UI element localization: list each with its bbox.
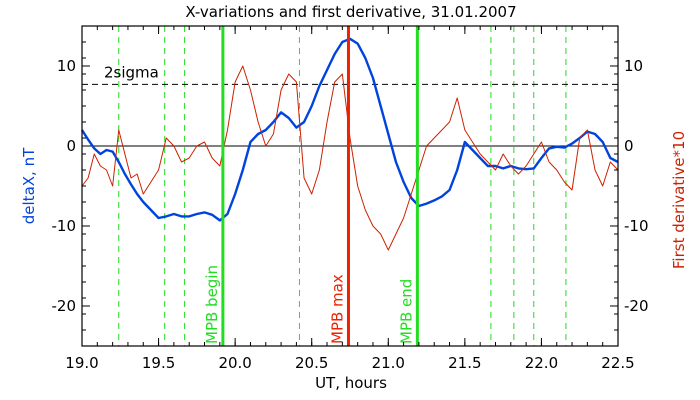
y-tick-label-right: -10 bbox=[624, 217, 649, 235]
derivative-series-line bbox=[81, 65, 619, 251]
y-tick-label-right: 10 bbox=[624, 57, 643, 75]
x-tick-label: 20.0 bbox=[218, 354, 251, 372]
x-tick-label: 20.5 bbox=[295, 354, 328, 372]
y-tick-label-right: -20 bbox=[624, 297, 649, 315]
sigma-label: 2sigma bbox=[104, 63, 159, 81]
x-axis-label: UT, hours bbox=[315, 374, 387, 392]
x-tick-label: 22.0 bbox=[525, 354, 558, 372]
y-axis-label-right: First derivative*10 bbox=[670, 131, 688, 269]
x-tick-label: 19.0 bbox=[65, 354, 98, 372]
deltax-series-line bbox=[80, 37, 619, 222]
y-tick-label-left: -20 bbox=[52, 297, 77, 315]
x-tick-label: 19.5 bbox=[142, 354, 175, 372]
mpb-marker-label: MPB begin bbox=[203, 265, 221, 344]
y-axis-label-left: deltaX, nT bbox=[20, 147, 38, 224]
y-tick-label-right: 0 bbox=[624, 137, 634, 155]
mpb-marker-label: MPB max bbox=[328, 274, 346, 344]
y-tick-label-left: 10 bbox=[57, 57, 76, 75]
chart-title: X-variations and first derivative, 31.01… bbox=[185, 3, 516, 21]
x-tick-label: 21.0 bbox=[372, 354, 405, 372]
x-tick-label: 22.5 bbox=[601, 354, 634, 372]
y-tick-label-left: 0 bbox=[66, 137, 76, 155]
mpb-marker-label: MPB end bbox=[397, 279, 415, 344]
plot-layer: 2sigma MPB begin MPB max MPB end 19.0 19.5 20.… bbox=[52, 25, 649, 372]
x-tick-label: 21.5 bbox=[448, 354, 481, 372]
y-tick-label-left: -10 bbox=[52, 217, 77, 235]
plot-frame bbox=[81, 25, 619, 347]
